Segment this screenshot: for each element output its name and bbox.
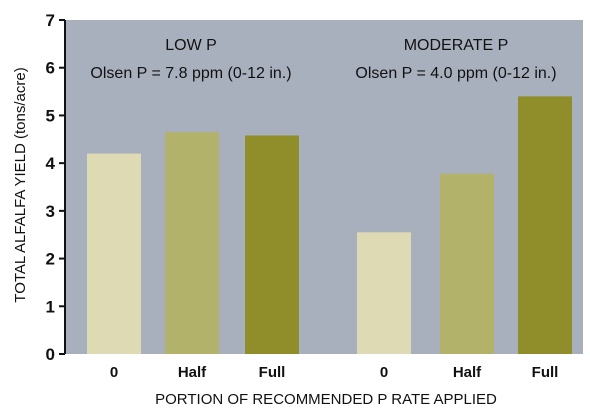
y-tick-label: 1 xyxy=(46,297,55,316)
y-tick-label: 7 xyxy=(46,11,55,30)
group-1-subtitle: Olsen P = 7.8 ppm (0-12 in.) xyxy=(90,65,291,82)
x-category-label: Half xyxy=(178,364,207,381)
x-category-label: Full xyxy=(532,364,559,381)
group-1-title: LOW P xyxy=(165,37,217,54)
bar-low-p-full xyxy=(245,135,299,354)
bar-moderate-p-full xyxy=(518,96,572,354)
group-2-title: MODERATE P xyxy=(404,37,509,54)
bar-moderate-p-half xyxy=(440,173,494,354)
bars-layer xyxy=(87,96,572,354)
x-category-labels: 0 Half Full 0 Half Full xyxy=(110,364,559,381)
y-tick-label: 6 xyxy=(46,59,55,78)
y-tick-label: 3 xyxy=(46,202,55,221)
y-tick-label: 4 xyxy=(46,154,56,173)
bar-low-p-half xyxy=(165,132,219,354)
plot-background xyxy=(65,20,583,354)
y-axis-title: TOTAL ALFALFA YIELD (tons/acre) xyxy=(12,67,29,302)
y-axis: 0 1 2 3 4 5 6 7 xyxy=(46,11,66,364)
y-tick-label: 5 xyxy=(46,106,55,125)
group-2-subtitle: Olsen P = 4.0 ppm (0-12 in.) xyxy=(355,65,556,82)
bar-moderate-p-0 xyxy=(357,232,411,354)
x-category-label: Half xyxy=(453,364,482,381)
bar-low-p-0 xyxy=(87,153,141,354)
x-category-label: 0 xyxy=(110,364,118,381)
y-tick-label: 2 xyxy=(46,250,55,269)
x-category-label: 0 xyxy=(380,364,388,381)
y-tick-label: 0 xyxy=(46,345,55,364)
x-axis-title: PORTION OF RECOMMENDED P RATE APPLIED xyxy=(155,391,497,408)
x-category-label: Full xyxy=(259,364,286,381)
